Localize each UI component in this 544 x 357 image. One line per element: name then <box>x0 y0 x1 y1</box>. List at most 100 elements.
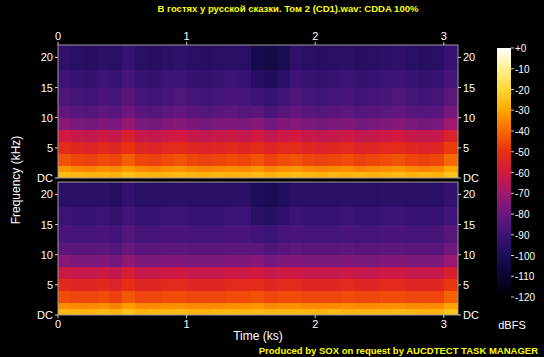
cell <box>431 225 444 244</box>
cell <box>328 291 341 304</box>
cell <box>212 267 225 280</box>
cell <box>315 130 328 143</box>
cell <box>225 142 238 155</box>
cell <box>380 88 393 107</box>
cell <box>302 182 315 207</box>
cell <box>367 45 380 70</box>
cell <box>290 279 303 292</box>
cell <box>264 45 277 70</box>
cell <box>58 45 71 70</box>
x-tick <box>443 42 444 45</box>
cell <box>109 106 122 119</box>
cell <box>71 225 84 244</box>
cell <box>431 69 444 88</box>
cell <box>405 45 418 70</box>
cell <box>174 130 187 143</box>
cell <box>264 118 277 131</box>
cell <box>212 172 225 178</box>
cell <box>290 118 303 131</box>
cell <box>148 106 161 119</box>
cell <box>187 303 200 310</box>
cell <box>212 291 225 304</box>
cell <box>315 172 328 178</box>
cell <box>431 154 444 167</box>
cell <box>225 130 238 143</box>
cell <box>405 88 418 107</box>
cell <box>251 130 264 143</box>
cell <box>392 182 405 207</box>
cell <box>71 182 84 207</box>
cell <box>444 267 458 280</box>
cell <box>148 243 161 256</box>
cell <box>84 172 97 178</box>
cell <box>328 69 341 88</box>
cell <box>354 106 367 119</box>
cell <box>122 309 135 315</box>
cell <box>444 154 458 167</box>
cell <box>431 206 444 225</box>
cell <box>174 291 187 304</box>
cell <box>71 166 84 173</box>
cell <box>380 154 393 167</box>
cell <box>97 154 110 167</box>
cell <box>444 182 458 207</box>
colorbar-tick-label: -120 <box>515 292 535 303</box>
cell <box>405 118 418 131</box>
cell <box>277 118 290 131</box>
cell <box>341 303 354 310</box>
cell <box>109 154 122 167</box>
cell <box>418 279 431 292</box>
cell <box>380 243 393 256</box>
cell <box>71 106 84 119</box>
cell <box>122 279 135 292</box>
cell <box>84 142 97 155</box>
cell <box>290 303 303 310</box>
cell <box>58 172 71 178</box>
cell <box>328 154 341 167</box>
y-tick-label: 15 <box>41 82 53 94</box>
cell <box>302 225 315 244</box>
cell <box>238 106 251 119</box>
cell <box>431 130 444 143</box>
cell <box>405 225 418 244</box>
cell <box>238 182 251 207</box>
cell <box>97 255 110 268</box>
cell <box>174 166 187 173</box>
cell <box>354 130 367 143</box>
cell <box>109 142 122 155</box>
cell <box>418 225 431 244</box>
cell <box>187 45 200 70</box>
cell <box>199 118 212 131</box>
cell <box>225 255 238 268</box>
cell <box>392 118 405 131</box>
y-tick <box>458 57 461 58</box>
cell <box>97 166 110 173</box>
cell <box>238 243 251 256</box>
cell <box>187 106 200 119</box>
cell <box>122 118 135 131</box>
cell <box>122 267 135 280</box>
cell <box>212 69 225 88</box>
cell <box>238 69 251 88</box>
cell <box>174 309 187 315</box>
cell <box>84 291 97 304</box>
cell <box>97 118 110 131</box>
cell <box>354 69 367 88</box>
cell <box>431 309 444 315</box>
cell <box>367 225 380 244</box>
cell <box>392 154 405 167</box>
cell <box>315 106 328 119</box>
cell <box>354 267 367 280</box>
cell <box>122 106 135 119</box>
cell <box>328 130 341 143</box>
cell <box>367 255 380 268</box>
cell <box>238 255 251 268</box>
cell <box>392 225 405 244</box>
cell <box>148 172 161 178</box>
cell <box>277 279 290 292</box>
cell <box>238 291 251 304</box>
cell <box>238 309 251 315</box>
cell <box>302 255 315 268</box>
colorbar-tick <box>511 110 514 111</box>
cell <box>315 291 328 304</box>
